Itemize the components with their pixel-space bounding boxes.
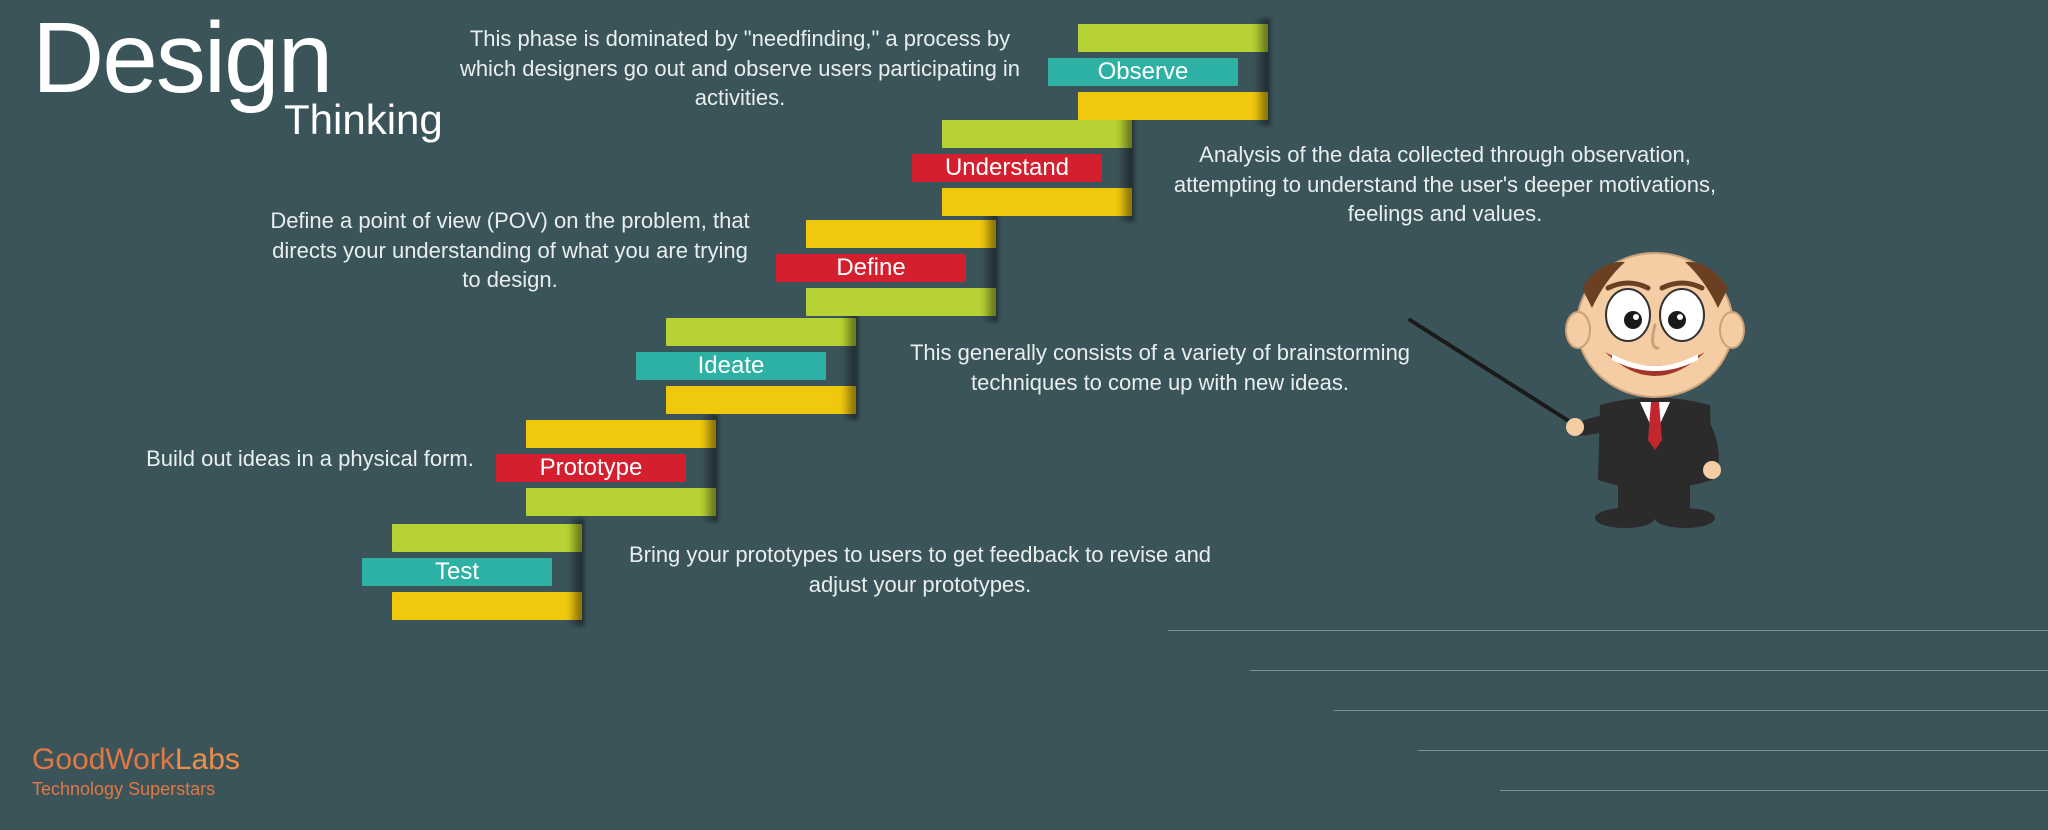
- step-bar-top: [1078, 24, 1268, 52]
- step-observe: Observe: [1048, 24, 1268, 120]
- step-bar-top: [392, 524, 582, 552]
- step-bar-top: [666, 318, 856, 346]
- brand-block: GoodWorkLabs Technology Superstars: [32, 743, 240, 800]
- step-label: Prototype: [496, 454, 686, 482]
- baseline-rule: [1334, 710, 2048, 711]
- step-bar-top: [526, 420, 716, 448]
- step-prototype: Prototype: [496, 420, 716, 516]
- step-label: Observe: [1048, 58, 1238, 86]
- title-sub: Thinking: [284, 96, 443, 144]
- step-bar-bottom: [806, 288, 996, 316]
- baseline-rule: [1500, 790, 2048, 791]
- title-main: Design: [32, 8, 331, 108]
- step-define: Define: [776, 220, 996, 316]
- step-bar-top: [806, 220, 996, 248]
- brand-part1: GoodWork: [32, 743, 175, 776]
- step-bar-bottom: [942, 188, 1132, 216]
- step-bar-top: [942, 120, 1132, 148]
- step-desc-define: Define a point of view (POV) on the prob…: [260, 206, 760, 295]
- brand-name: GoodWorkLabs: [32, 743, 240, 777]
- step-bar-bottom: [1078, 92, 1268, 120]
- step-desc-observe: This phase is dominated by "needfinding,…: [450, 24, 1030, 113]
- brand-part2: Labs: [175, 743, 240, 776]
- step-bar-bottom: [526, 488, 716, 516]
- baseline-rule: [1418, 750, 2048, 751]
- title-block: Design Thinking: [32, 8, 331, 108]
- baseline-rule: [1168, 630, 2048, 631]
- step-bar-bottom: [392, 592, 582, 620]
- step-ideate: Ideate: [636, 318, 856, 414]
- step-label: Test: [362, 558, 552, 586]
- step-desc-understand: Analysis of the data collected through o…: [1150, 140, 1740, 229]
- baseline-rule: [1250, 670, 2048, 671]
- step-label: Define: [776, 254, 966, 282]
- step-desc-prototype: Build out ideas in a physical form.: [140, 444, 480, 474]
- step-label: Ideate: [636, 352, 826, 380]
- step-bar-bottom: [666, 386, 856, 414]
- infographic-canvas: Design Thinking Test Bring your prototype…: [0, 0, 2048, 830]
- presenter-illustration: [1400, 230, 1760, 530]
- step-label: Understand: [912, 154, 1102, 182]
- step-test: Test: [362, 524, 582, 620]
- step-desc-ideate: This generally consists of a variety of …: [880, 338, 1440, 397]
- step-desc-test: Bring your prototypes to users to get fe…: [620, 540, 1220, 599]
- brand-tagline: Technology Superstars: [32, 779, 240, 800]
- step-understand: Understand: [912, 120, 1132, 216]
